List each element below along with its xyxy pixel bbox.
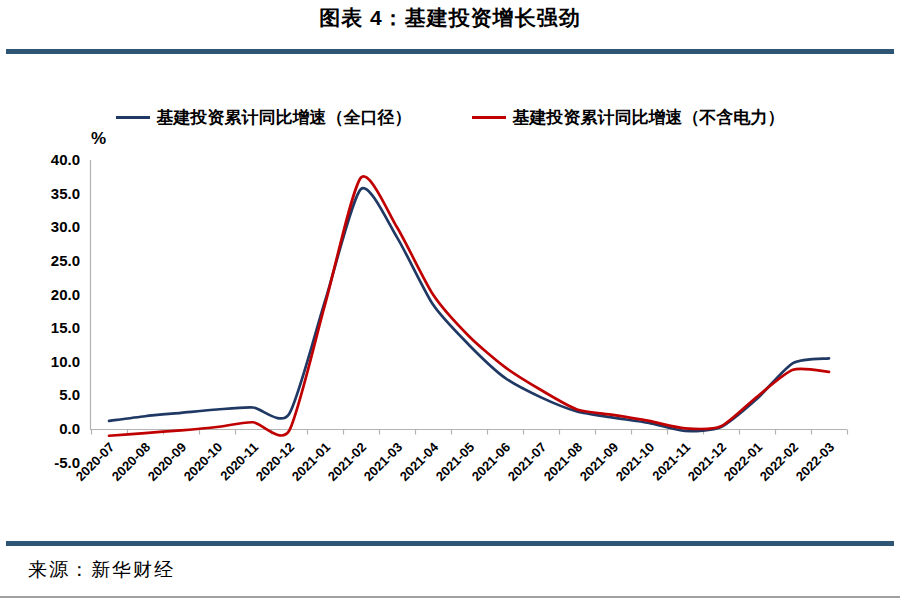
- x-tick-label: 2020-08: [109, 440, 153, 484]
- x-tick-label: 2021-02: [325, 440, 369, 484]
- bottom-divider-bar: [6, 541, 894, 546]
- x-tick-label: 2021-10: [613, 440, 657, 484]
- y-axis-unit-label: %: [91, 129, 106, 148]
- y-tick-label: 35.0: [51, 185, 80, 202]
- x-tick-label: 2020-10: [181, 440, 225, 484]
- x-tick-label: 2021-01: [289, 440, 333, 484]
- y-tick-label: 10.0: [51, 353, 80, 370]
- y-tick-label: 25.0: [51, 252, 80, 269]
- x-tick-label: 2022-01: [721, 440, 765, 484]
- x-tick-label: 2020-12: [253, 440, 297, 484]
- x-tick-label: 2021-03: [361, 440, 405, 484]
- x-tick-label: 2021-04: [397, 439, 442, 484]
- footer-rule: [0, 596, 900, 598]
- x-tick-label: 2021-11: [649, 440, 693, 484]
- report-chart-panel: 图表 4：基建投资增长强劲 基建投资累计同比增速（全口径） 基建投资累计同比增速…: [0, 0, 900, 600]
- x-tick-label: 2021-09: [577, 440, 621, 484]
- y-tick-label: -5.0: [54, 454, 80, 471]
- series-line-full-coverage: [109, 188, 829, 431]
- y-tick-label: 0.0: [59, 420, 80, 437]
- x-tick-label: 2021-07: [505, 440, 549, 484]
- x-tick-label: 2021-08: [541, 440, 585, 484]
- series-line-excl-electricity: [109, 176, 829, 435]
- x-tick-label: 2020-09: [145, 440, 189, 484]
- x-tick-label: 2022-02: [757, 440, 801, 484]
- y-tick-label: 40.0: [51, 151, 80, 168]
- x-tick-label: 2022-03: [793, 440, 837, 484]
- y-tick-label: 15.0: [51, 319, 80, 336]
- y-tick-label: 5.0: [59, 386, 80, 403]
- x-tick-label: 2020-11: [217, 440, 261, 484]
- y-tick-label: 20.0: [51, 286, 80, 303]
- x-tick-label: 2021-12: [685, 440, 729, 484]
- x-tick-label: 2021-06: [469, 440, 513, 484]
- source-label: 来源：新华财经: [28, 557, 175, 583]
- y-tick-label: 30.0: [51, 218, 80, 235]
- line-chart-plot-area: 40.0 35.0 30.0 25.0 20.0 15.0 10.0 5.0 0.0 -5.0% 2…: [0, 0, 900, 600]
- x-tick-label: 2021-05: [433, 440, 477, 484]
